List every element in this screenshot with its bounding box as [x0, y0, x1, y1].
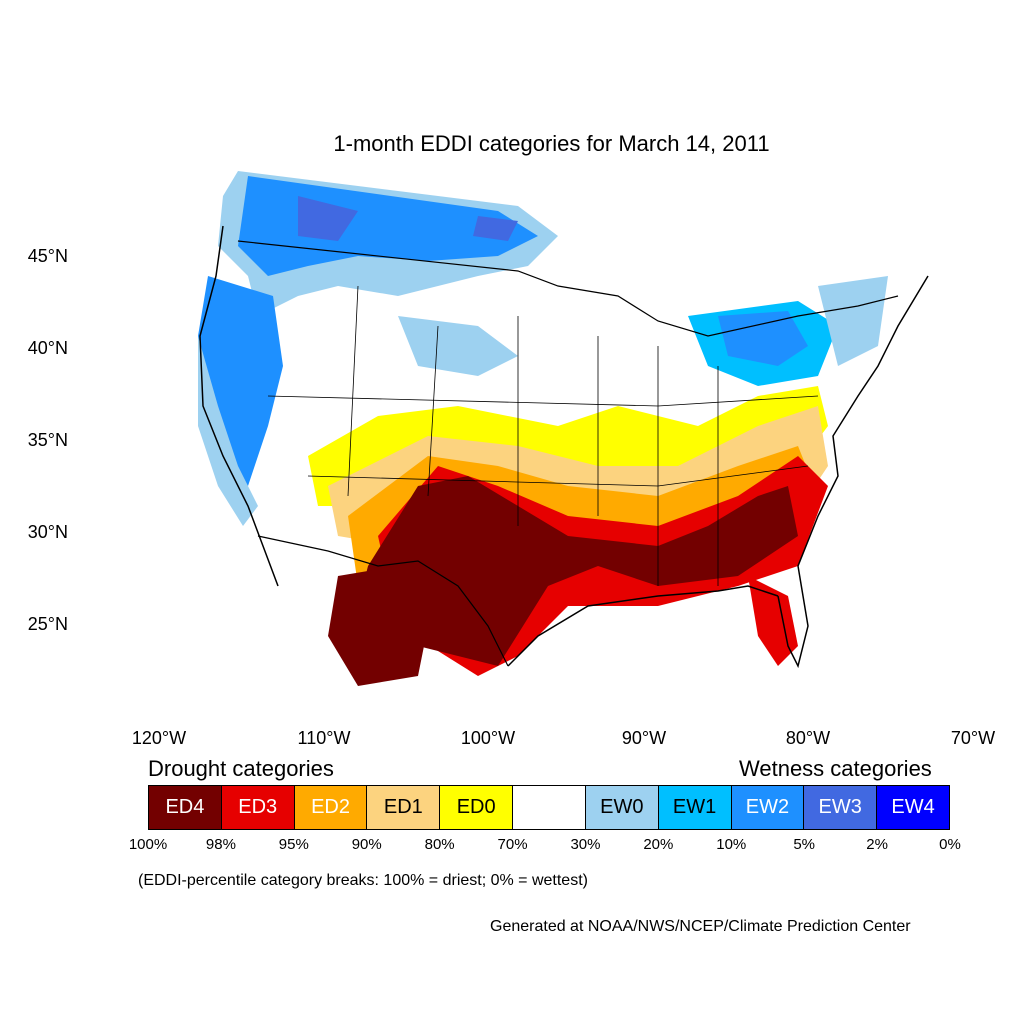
wet-region-northwest-deep: [298, 196, 518, 241]
percentile-label: 2%: [866, 836, 888, 853]
percentile-label: 90%: [351, 836, 382, 853]
gulf-coastline: [507, 585, 779, 667]
lon-label-100: 100°W: [460, 728, 516, 748]
percentile-label: 20%: [643, 836, 674, 853]
legend-swatch-ed4: ED4: [149, 786, 222, 829]
map-title: 1-month EDDI categories for March 14, 20…: [333, 131, 770, 156]
lat-label-25: 25°N: [27, 614, 68, 634]
drought-ed4-southwest: [328, 566, 428, 686]
lon-label-70: 70°W: [950, 728, 996, 748]
percentile-label: 10%: [716, 836, 747, 853]
legend-swatch-ed0: ED0: [440, 786, 514, 829]
us-canada-border: [237, 240, 899, 337]
category-note: (EDDI-percentile category breaks: 100% =…: [138, 872, 588, 889]
legend-swatch-ew0: EW0: [585, 786, 659, 829]
east-coastline: [777, 275, 929, 669]
wet-region-greatlakes-core: [718, 311, 808, 366]
drought-ed4-core: [358, 476, 798, 666]
percentile-label: 100%: [128, 836, 168, 853]
wetness-heading: Wetness categories: [739, 756, 932, 781]
credit-line: Generated at NOAA/NWS/NCEP/Climate Predi…: [490, 918, 911, 935]
legend-swatch-ew1: EW1: [658, 786, 732, 829]
legend-swatch-ew2: EW2: [731, 786, 805, 829]
percentile-label: 70%: [497, 836, 528, 853]
west-coastline: [199, 225, 279, 587]
map-plot-area: [98, 166, 1004, 697]
lon-label-80: 80°W: [785, 728, 831, 748]
lat-label-45: 45°N: [27, 246, 68, 266]
category-legend-bar: ED4 ED3 ED2 ED1 ED0 EW0 EW1 EW2 EW3 EW4: [148, 785, 950, 830]
lat-label-35: 35°N: [27, 430, 68, 450]
wet-region-northeast: [818, 276, 888, 366]
percentile-label: 30%: [570, 836, 601, 853]
lon-label-110: 110°W: [297, 728, 351, 748]
lon-label-90: 90°W: [621, 728, 667, 748]
percentile-label: 0%: [939, 836, 961, 853]
eddi-map: [98, 166, 1004, 697]
drought-heading: Drought categories: [148, 756, 334, 781]
drought-florida: [748, 576, 798, 666]
legend-swatch-ew4: EW4: [877, 786, 949, 829]
legend-swatch-ed1: ED1: [367, 786, 441, 829]
percentile-label: 80%: [424, 836, 455, 853]
legend-swatch-neutral: [513, 786, 586, 829]
lat-label-30: 30°N: [27, 522, 68, 542]
wet-region-westcoast-light: [198, 336, 258, 526]
state-line-2: [267, 395, 819, 487]
legend-swatch-ew3: EW3: [804, 786, 878, 829]
legend-swatch-ed3: ED3: [221, 786, 295, 829]
percentile-label: 95%: [278, 836, 309, 853]
lat-label-40: 40°N: [27, 338, 68, 358]
legend-swatch-ed2: ED2: [294, 786, 368, 829]
wet-region-plains: [398, 316, 518, 376]
lon-label-120: 120°W: [131, 728, 187, 748]
us-mexico-border: [257, 535, 509, 667]
percentile-labels: 100% 98% 95% 90% 80% 70% 30% 20% 10% 5% 2% 0%: [0, 836, 1024, 858]
percentile-label: 98%: [205, 836, 236, 853]
state-line-1: [347, 285, 719, 586]
percentile-label: 5%: [793, 836, 816, 853]
